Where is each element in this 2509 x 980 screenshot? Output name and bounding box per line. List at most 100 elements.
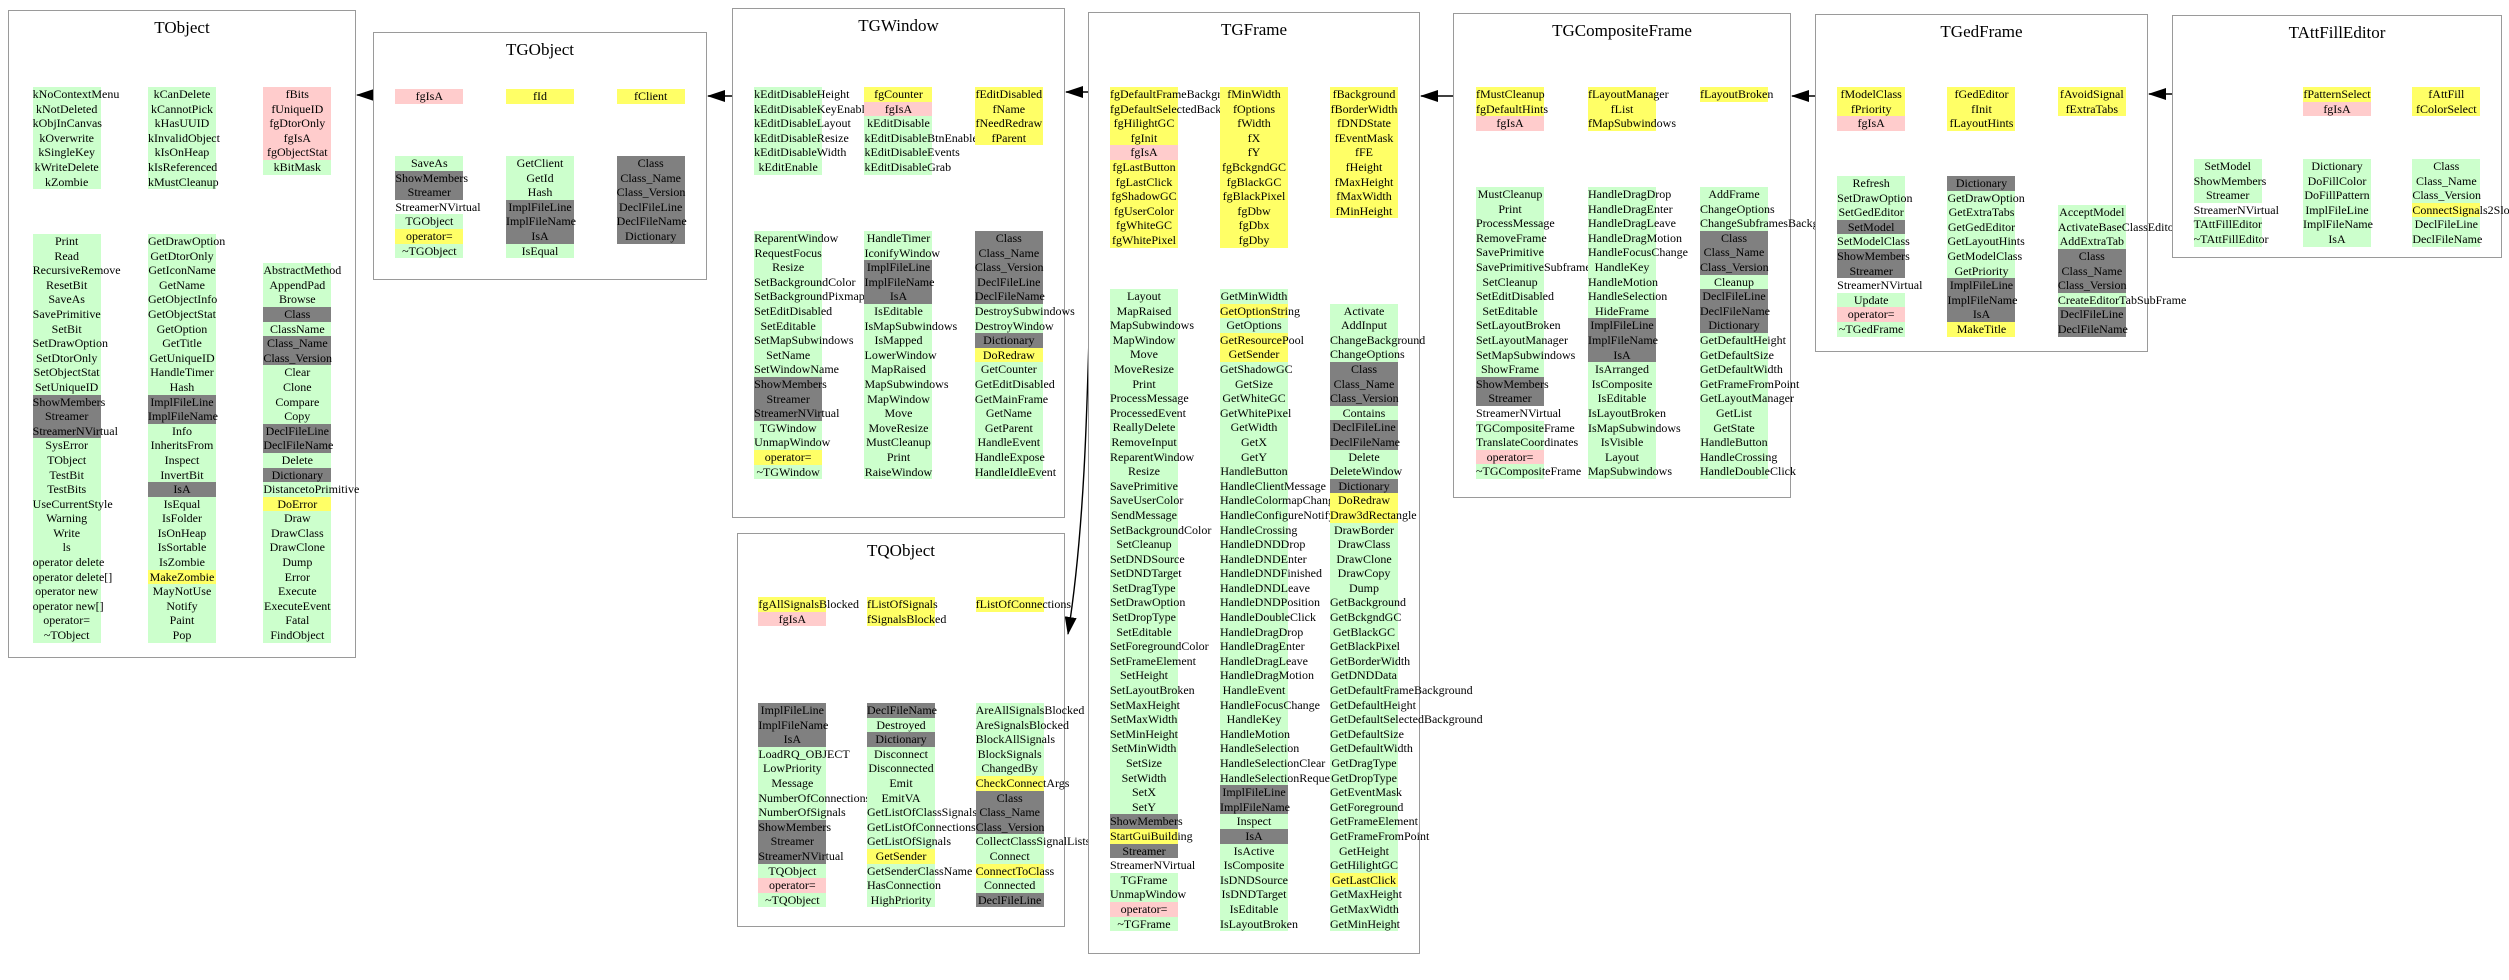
method-cell[interactable]: DoFillPattern: [2302, 188, 2371, 203]
attribute-cell[interactable]: fListOfSignals: [867, 597, 938, 612]
method-cell[interactable]: IsEditable: [864, 303, 933, 319]
attribute-cell[interactable]: fgObjectStat: [263, 145, 332, 160]
method-cell[interactable]: IsZombie: [147, 555, 216, 570]
method-cell[interactable]: operator=: [32, 613, 101, 629]
method-cell[interactable]: GetEventMask: [1330, 785, 1402, 800]
attribute-cell[interactable]: fgDefaultFrameBackground: [1110, 87, 1246, 102]
method-cell[interactable]: operator=: [395, 228, 464, 244]
method-cell[interactable]: FindObject: [263, 628, 332, 643]
method-cell[interactable]: IsA: [1220, 828, 1288, 844]
method-cell[interactable]: GetForeground: [1330, 799, 1404, 815]
method-cell[interactable]: StreamerNVirtual: [758, 848, 844, 864]
method-cell[interactable]: SetObjectStat: [32, 365, 101, 380]
method-cell[interactable]: SetBackgroundPixmap: [754, 289, 865, 304]
method-cell[interactable]: TGObject: [395, 214, 464, 229]
method-cell[interactable]: DeclFileName: [1700, 303, 1770, 319]
method-cell[interactable]: HandleSelectionRequest: [1220, 770, 1338, 786]
method-cell[interactable]: Print: [864, 449, 933, 465]
method-cell[interactable]: TranslateCoordinates: [1476, 435, 1579, 450]
method-cell[interactable]: SetModel: [1837, 219, 1906, 235]
attribute-cell[interactable]: fgIsA: [2302, 101, 2371, 117]
method-cell[interactable]: MapSubwindows: [1110, 318, 1195, 333]
method-cell[interactable]: HandleDragMotion: [1588, 230, 1682, 246]
method-cell[interactable]: HandleIdleEvent: [974, 464, 1057, 480]
method-cell[interactable]: GetObjectStat: [147, 306, 216, 322]
class-title[interactable]: TObject: [154, 18, 210, 37]
method-cell[interactable]: ShowFrame: [1476, 362, 1544, 377]
attribute-cell[interactable]: kCannotPick: [147, 101, 216, 117]
method-cell[interactable]: SetCleanup: [1110, 537, 1178, 552]
method-cell[interactable]: HandleDragEnter: [1220, 639, 1305, 654]
method-cell[interactable]: DrawClass: [1330, 537, 1398, 552]
method-cell[interactable]: MustCleanup: [864, 435, 933, 450]
method-cell[interactable]: DistancetoPrimitive: [263, 482, 360, 497]
method-cell[interactable]: ImplFileName: [1588, 332, 1658, 348]
method-cell[interactable]: SaveUserColor: [1110, 493, 1184, 508]
method-cell[interactable]: SetDNDSource: [1110, 551, 1185, 567]
method-cell[interactable]: Emit: [867, 775, 935, 791]
method-cell[interactable]: Disconnected: [867, 761, 935, 776]
method-cell[interactable]: SetEditDisabled: [754, 303, 833, 319]
method-cell[interactable]: HandleMotion: [1588, 274, 1658, 290]
method-cell[interactable]: SetEditable: [1476, 303, 1544, 319]
method-cell[interactable]: ImplFileName: [1220, 799, 1290, 815]
attribute-cell[interactable]: fNeedRedraw: [974, 116, 1043, 131]
method-cell[interactable]: HandleSelectionClear: [1220, 756, 1326, 771]
method-cell[interactable]: Streamer: [395, 185, 464, 200]
method-cell[interactable]: Dictionary: [2302, 159, 2371, 174]
method-cell[interactable]: ImplFileLine: [1947, 278, 2016, 293]
method-cell[interactable]: SetLayoutBroken: [1476, 318, 1561, 333]
method-cell[interactable]: SetDNDTarget: [1110, 566, 1182, 581]
attribute-cell[interactable]: fParent: [974, 130, 1043, 146]
attribute-cell[interactable]: fgDtorOnly: [263, 116, 332, 131]
method-cell[interactable]: Class_Name: [1330, 376, 1398, 392]
attribute-cell[interactable]: fMustCleanup: [1476, 87, 1545, 102]
method-cell[interactable]: RemoveInput: [1110, 434, 1178, 450]
method-cell[interactable]: Class: [616, 156, 685, 171]
method-cell[interactable]: HandleButton: [1700, 435, 1768, 450]
method-cell[interactable]: GetDrawOption: [147, 234, 226, 249]
attribute-cell[interactable]: fSignalsBlocked: [867, 611, 947, 627]
method-cell[interactable]: SetMinHeight: [1110, 726, 1178, 742]
method-cell[interactable]: SetDrawOption: [32, 336, 108, 351]
method-cell[interactable]: HandleDNDDrop: [1220, 537, 1306, 552]
method-cell[interactable]: GetDefaultWidth: [1700, 362, 1783, 377]
method-cell[interactable]: GetWidth: [1220, 420, 1288, 435]
attribute-cell[interactable]: fgShadowGC: [1110, 189, 1178, 204]
method-cell[interactable]: Dictionary: [1330, 478, 1398, 494]
method-cell[interactable]: Print: [1110, 376, 1178, 392]
attribute-cell[interactable]: fHeight: [1330, 159, 1398, 175]
attribute-cell[interactable]: kNotDeleted: [32, 101, 101, 117]
method-cell[interactable]: SetForegroundColor: [1110, 639, 1209, 654]
attribute-cell[interactable]: fgInit: [1110, 130, 1178, 146]
method-cell[interactable]: StreamerNVirtual: [754, 406, 840, 421]
method-cell[interactable]: DeclFileName: [263, 438, 334, 453]
method-cell[interactable]: Class_Name: [616, 170, 685, 186]
method-cell[interactable]: ImplFileLine: [2302, 202, 2371, 218]
method-cell[interactable]: IsArranged: [1588, 362, 1656, 377]
method-cell[interactable]: IsOnHeap: [147, 525, 216, 541]
method-cell[interactable]: TAttFillEditor: [2193, 217, 2263, 232]
method-cell[interactable]: ~TGObject: [395, 243, 464, 259]
method-cell[interactable]: ChangeOptions: [1700, 201, 1775, 217]
method-cell[interactable]: HandleButton: [1220, 464, 1288, 479]
method-cell[interactable]: DeclFileLine: [1330, 420, 1398, 435]
method-cell[interactable]: GetListOfSignals: [867, 834, 951, 849]
method-cell[interactable]: Copy: [263, 409, 332, 424]
method-cell[interactable]: IsMapSubwindows: [864, 318, 958, 334]
method-cell[interactable]: Paint: [147, 613, 216, 629]
method-cell[interactable]: MustCleanup: [1476, 187, 1544, 202]
attribute-cell[interactable]: fAttFill: [2412, 87, 2481, 102]
method-cell[interactable]: MapWindow: [1110, 332, 1178, 348]
method-cell[interactable]: Info: [147, 423, 216, 439]
method-cell[interactable]: operator=: [1476, 449, 1544, 465]
method-cell[interactable]: Class_Name: [2057, 263, 2126, 279]
method-cell[interactable]: GetFrameFromPoint: [1330, 828, 1430, 844]
method-cell[interactable]: Error: [263, 569, 332, 585]
attribute-cell[interactable]: fDNDState: [1330, 116, 1398, 131]
method-cell[interactable]: MakeTitle: [1947, 321, 2016, 337]
method-cell[interactable]: DeclFileLine: [263, 423, 332, 439]
method-cell[interactable]: IsVisible: [1588, 435, 1656, 450]
method-cell[interactable]: IsFolder: [147, 511, 216, 526]
method-cell[interactable]: Browse: [263, 292, 332, 307]
